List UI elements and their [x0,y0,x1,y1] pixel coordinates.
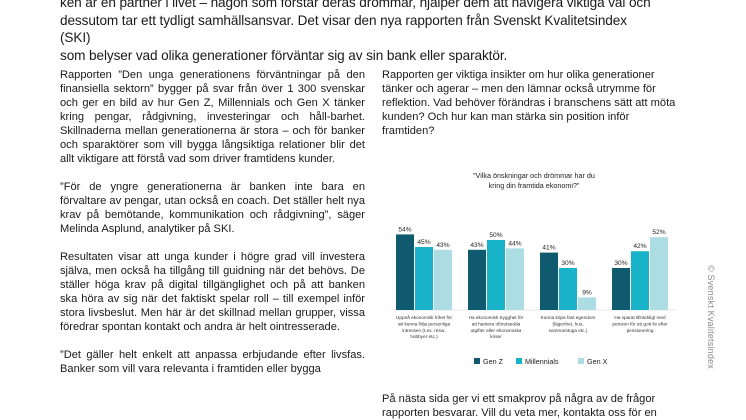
data-label: 43% [470,242,483,249]
paragraph: Rapporten ”Den unga generationens förvän… [60,69,365,165]
data-label: 44% [508,240,521,247]
legend-label: Gen Z [483,357,504,366]
bar [578,297,596,310]
paragraph: ”Det gäller helt enkelt att anpassa erbj… [60,349,365,375]
intro-line: ken är en partner i livet – någon som fö… [60,0,651,10]
bar [631,251,649,310]
intro-text: ken är en partner i livet – någon som fö… [60,0,660,64]
category-label: pensionering [627,328,654,333]
category-label: intressen (t.ex. resor, [402,328,446,333]
category-label: Kunna köpa fast egendom [541,315,596,320]
bar [612,268,630,310]
legend-label: Millennials [525,357,559,366]
category-label: Uppnå ekonomisk frihet för [396,314,452,320]
data-label: 43% [436,242,449,249]
data-label: 42% [633,243,646,250]
copyright-vertical: © Svenskt Kvalitetsindex [706,265,716,369]
data-label: 30% [561,260,574,267]
data-label: 41% [542,245,555,252]
data-label: 52% [652,229,665,236]
bar-chart: ”Vilka önskningar och drömmar har du krin… [388,168,688,373]
paragraph: Resultaten visar att unga kunder i högre… [60,251,365,333]
legend-swatch [516,358,522,364]
category-label: pension för ett gott liv efter [612,321,668,326]
category-label: hobbyer etc.) [410,334,438,339]
legend-swatch [578,358,584,364]
legend-label: Gen X [587,357,608,366]
bar [415,247,433,310]
bar [540,252,558,310]
paragraph: Rapporten ger viktiga insikter om hur ol… [382,69,676,137]
bar [468,249,486,310]
category-label: Ha sparat tillräckligt med [614,315,666,320]
data-label: 9% [582,289,592,296]
intro-line: dessutom tar ett tydligt samhällsansvar.… [60,12,627,46]
right-column-bottom: På nästa sida ger vi ett smakprov på någ… [382,392,682,420]
right-column: Rapporten ger viktiga insikter om hur ol… [382,68,682,138]
category-label: sommarstuga etc.) [549,328,588,333]
category-label: att hantera oförutsedda [472,321,521,326]
bar [559,268,577,310]
data-label: 50% [489,232,502,239]
category-label: (lägenhet, hus, [552,321,583,326]
data-label: 54% [398,226,411,233]
paragraph: På nästa sida ger vi ett smakprov på någ… [382,393,657,419]
chart-title: ”Vilka önskningar och drömmar har du [473,171,595,180]
data-label: 30% [614,260,627,267]
chart-title: kring din framtida ekonomi?” [489,181,580,190]
category-label: att kunna följa personliga [398,321,451,326]
left-column: Rapporten ”Den unga generationens förvän… [60,68,365,390]
bar [396,234,414,310]
bar [434,249,452,310]
category-label: kriser [490,334,502,339]
bar [650,237,668,310]
bar [487,240,505,310]
bar [506,248,524,310]
bar-chart-svg: ”Vilka önskningar och drömmar har dukrin… [394,171,676,366]
category-label: Ha ekonomisk trygghet för [469,315,524,320]
paragraph: ”För de yngre generationerna är banken i… [60,181,365,235]
intro-line: som belyser vad olika generationer förvä… [60,47,508,63]
legend-swatch [474,358,480,364]
category-label: utgifter eller ekonomiska [471,328,522,333]
data-label: 45% [417,239,430,246]
